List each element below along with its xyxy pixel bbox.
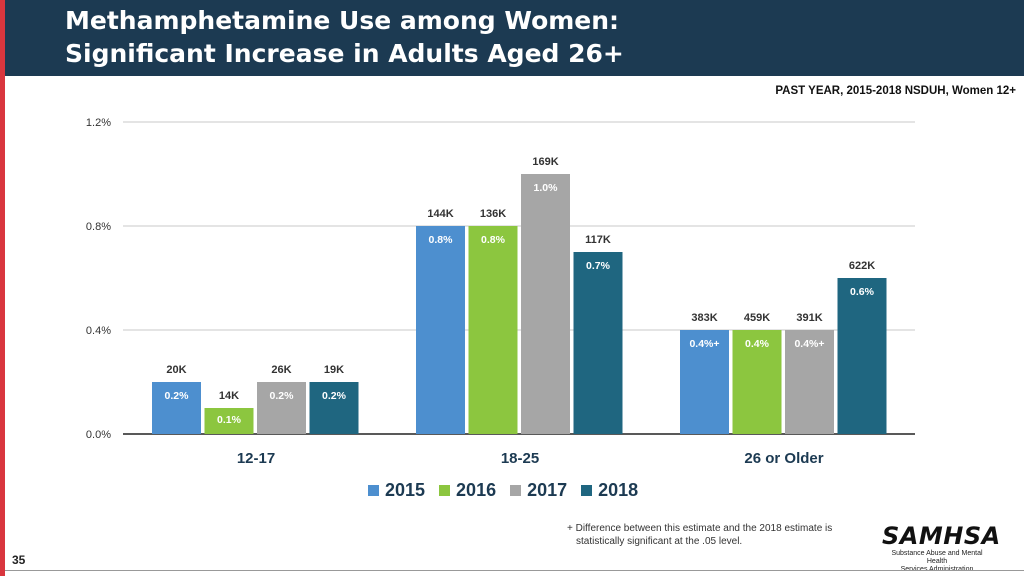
logo-subtitle-2: Services Administration	[882, 566, 992, 574]
footnote: + Difference between this estimate and t…	[567, 522, 832, 548]
bar-count-label: 383K	[691, 312, 717, 324]
y-tick-label: 1.2%	[86, 117, 111, 129]
bar	[732, 330, 782, 434]
logo-wordmark: SAMHSA	[882, 522, 1001, 550]
bar	[573, 252, 623, 434]
bar-count-label: 19K	[324, 364, 344, 376]
bar-value-label: 0.4%	[745, 338, 770, 350]
y-tick-label: 0.8%	[86, 221, 111, 233]
legend-swatch	[439, 485, 451, 496]
footer-divider	[5, 570, 1024, 571]
page-number: 35	[12, 553, 26, 567]
samhsa-logo: SAMHSA Substance Abuse and Mental Health…	[882, 522, 1012, 574]
bar	[680, 330, 729, 434]
x-category-label: 26 or Older	[744, 450, 823, 467]
legend-label: 2017	[527, 480, 568, 500]
legend-item-2018: 2018	[581, 480, 638, 501]
bar-count-label: 26K	[271, 364, 291, 376]
bar-count-label: 622K	[849, 260, 875, 272]
x-category-label: 12-17	[237, 450, 275, 467]
footnote-line1: + Difference between this estimate and t…	[567, 523, 833, 534]
bar-chart: 0.0% 0.4% 0.8% 1.2% 12-17 0.2% 20K 0.1% 14K 0.2% 2…	[86, 117, 915, 467]
page-title-line2: Significant Increase in Adults Aged 26+	[65, 39, 624, 68]
y-tick-label: 0.4%	[86, 325, 111, 337]
bar-value-label: 0.2%	[165, 390, 190, 402]
page-title-line1: Methamphetamine Use among Women:	[65, 6, 620, 35]
legend-swatch	[510, 485, 522, 496]
chart-legend: 2015 2016 2017 2018	[368, 480, 638, 501]
logo-subtitle-1: Substance Abuse and Mental Health	[891, 550, 983, 565]
bar	[468, 226, 518, 434]
bar-value-label: 0.7%	[586, 260, 611, 272]
bar-value-label: 0.4%+	[794, 338, 824, 350]
legend-swatch	[581, 485, 593, 496]
bar-value-label: 0.1%	[217, 414, 242, 426]
bar-count-label: 117K	[585, 234, 611, 246]
bar-value-label: 0.8%	[481, 234, 506, 246]
bar	[204, 408, 254, 434]
bar	[309, 382, 359, 434]
bar-value-label: 1.0%	[534, 182, 559, 194]
legend-item-2016: 2016	[439, 480, 496, 501]
bar-value-label: 0.2%	[270, 390, 295, 402]
title-bar: Methamphetamine Use among Women: Signifi…	[5, 0, 1024, 76]
bar-count-label: 459K	[744, 312, 770, 324]
accent-stripe	[0, 0, 5, 576]
bar-value-label: 0.6%	[850, 286, 875, 298]
bar	[257, 382, 306, 434]
legend-swatch	[368, 485, 379, 496]
bar	[785, 330, 834, 434]
bar-value-label: 0.4%+	[689, 338, 719, 350]
bar-count-label: 169K	[532, 156, 558, 168]
bar-count-label: 144K	[427, 208, 453, 220]
x-category-label: 18-25	[501, 450, 539, 467]
bar-count-label: 20K	[166, 364, 186, 376]
bar	[521, 174, 570, 434]
chart-subtitle: PAST YEAR, 2015-2018 NSDUH, Women 12+	[775, 85, 1016, 97]
legend-label: 2015	[385, 480, 426, 500]
legend-label: 2018	[598, 480, 639, 500]
bar-value-label: 0.2%	[322, 390, 347, 402]
y-tick-label: 0.0%	[86, 429, 111, 441]
bar-count-label: 14K	[219, 390, 239, 402]
footnote-line2: statistically significant at the .05 lev…	[576, 536, 743, 547]
bar-count-label: 136K	[480, 208, 506, 220]
legend-item-2015: 2015	[368, 480, 425, 501]
legend-item-2017: 2017	[510, 480, 567, 501]
bar	[152, 382, 201, 434]
bar-count-label: 391K	[796, 312, 822, 324]
bar-value-label: 0.8%	[429, 234, 454, 246]
bar	[837, 278, 887, 434]
bar	[416, 226, 465, 434]
legend-label: 2016	[456, 480, 497, 500]
